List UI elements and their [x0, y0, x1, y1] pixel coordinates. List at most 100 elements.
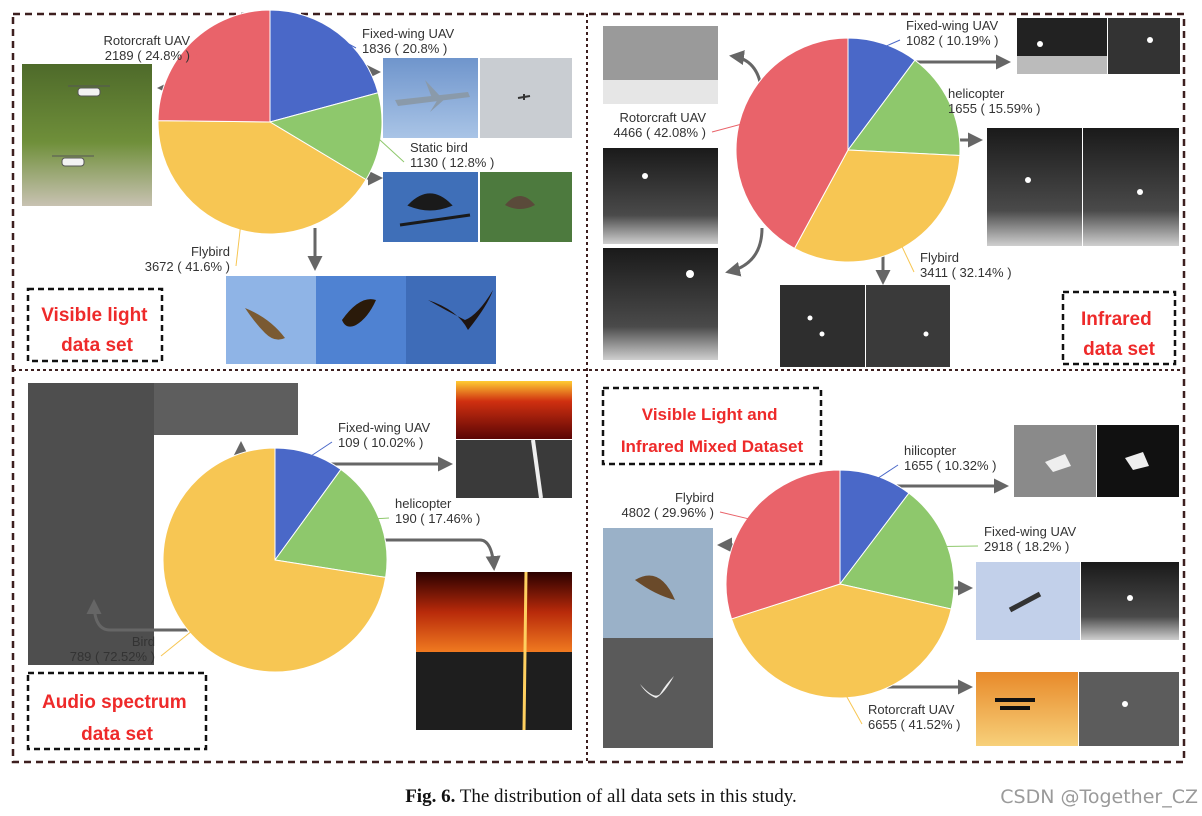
slice-value: 1082 ( 10.19% ) — [906, 33, 999, 48]
mixed-rotor-photo-2 — [1079, 672, 1179, 746]
mixed-panel — [603, 425, 1179, 748]
leader-line — [844, 693, 863, 725]
leader-line — [874, 464, 899, 481]
pie-slice-fixed-wing-uav — [839, 492, 955, 610]
pie-slice-hilicopter — [839, 469, 910, 586]
slice-name: Fixed-wing UAV — [338, 420, 431, 435]
figure-canvas: Fixed-wing UAV 1836 ( 20.8% )Static bird 1… — [11, 9, 1186, 764]
leader-line — [881, 39, 901, 49]
slice-name: Rotorcraft UAV — [104, 33, 191, 48]
svg-text:Audio spectrum data set: Audio spectrum data set — [42, 692, 192, 745]
visible-light-label-box — [26, 287, 164, 363]
flybird-icon-1 — [245, 308, 285, 340]
mixed-label-line1: Visible Light and — [642, 405, 778, 424]
audio-panel — [28, 381, 572, 731]
flybird-photo-1 — [226, 276, 316, 364]
ir-flybird-2 — [866, 285, 950, 367]
pie-slice-fixed-wing-uav — [269, 9, 379, 123]
slice-label: Bird 789 ( 72.52% ) — [70, 634, 155, 664]
pie-chart-4: hilicopter 1655 ( 10.32% ) Fixed-wing UAV 2… — [621, 443, 1076, 732]
mixed-flybird-ir-photo — [603, 638, 713, 748]
slice-value: 3672 ( 41.6% ) — [145, 259, 230, 274]
slice-name: Flybird — [675, 490, 714, 505]
audio-label-box — [26, 671, 208, 751]
visible-light-label-line1: Visible light — [41, 305, 148, 326]
flybird-icon-3 — [428, 290, 493, 330]
audio-bw-spectrogram-2 — [416, 652, 572, 730]
leader-line — [711, 123, 744, 133]
svg-text:Visible light data set: Visible light data set — [41, 305, 153, 356]
figure-number: Fig. 6. — [405, 786, 456, 807]
svg-text:Infrared data set: Infrared data set — [1081, 309, 1157, 360]
slice-label: helicopter 1655 ( 15.59% ) — [948, 86, 1041, 116]
visible-light-label-line2: data set — [61, 335, 133, 356]
slice-value: 2918 ( 18.2% ) — [984, 539, 1069, 554]
leader-line — [719, 511, 752, 521]
svg-text:Visible Light and Infrared: Visible Light and Infrared Mixed Dataset — [621, 405, 804, 456]
leader-line — [376, 136, 405, 163]
slice-name: helicopter — [948, 86, 1005, 101]
slice-value: 789 ( 72.52% ) — [70, 649, 155, 664]
slice-value: 4802 ( 29.96% ) — [621, 505, 714, 520]
pie-charts: Fixed-wing UAV 1836 ( 20.8% )Static bird 1… — [70, 9, 1077, 732]
slice-name: Flybird — [920, 250, 959, 265]
slice-name: Fixed-wing UAV — [984, 524, 1077, 539]
slice-label: Rotorcraft UAV 4466 ( 42.08% ) — [613, 110, 706, 140]
pie-slice-fixed-wing-uav — [847, 37, 916, 152]
static-bird-icon-1 — [399, 193, 471, 227]
slice-label: Static bird 1130 ( 12.8% ) — [410, 140, 494, 170]
audio-bw-spectrogram-1 — [456, 440, 572, 498]
slice-label: hilicopter 1655 ( 10.32% ) — [904, 443, 997, 473]
static-bird-icon-2 — [505, 196, 535, 209]
pie-slice-helicopter — [847, 59, 961, 157]
slice-name: Fixed-wing UAV — [362, 26, 455, 41]
leader-line — [374, 517, 390, 520]
leader-line — [900, 243, 915, 273]
slice-label: Flybird 4802 ( 29.96% ) — [621, 490, 714, 520]
dataset-label-boxes — [26, 287, 1177, 751]
slice-value: 3411 ( 32.14% ) — [920, 265, 1012, 280]
slice-label: Rotorcraft UAV 6655 ( 41.52% ) — [868, 702, 961, 732]
pie-chart-2: Fixed-wing UAV 1082 ( 10.19% )helicopter 1… — [613, 18, 1040, 280]
ir-photo-mid — [603, 148, 718, 244]
slice-name: Flybird — [191, 244, 230, 259]
pie-slice-flybird — [725, 469, 841, 620]
slice-value: 2189 ( 24.8% ) — [105, 48, 190, 63]
flybird-icon-2 — [342, 299, 376, 327]
leader-line — [193, 45, 197, 56]
leader-line — [941, 103, 946, 109]
visible-light-panel — [22, 58, 572, 364]
infrared-panel — [603, 18, 1180, 367]
mixed-label-line2: Infrared Mixed Dataset — [621, 437, 804, 456]
audio-gray-spectrogram — [28, 383, 154, 665]
slice-label: Fixed-wing UAV 1082 ( 10.19% ) — [906, 18, 999, 48]
slice-label: Fixed-wing UAV 1836 ( 20.8% ) — [362, 26, 455, 56]
slice-name: Rotorcraft UAV — [868, 702, 955, 717]
leader-line — [160, 629, 194, 657]
infrared-label-line1: Infrared — [1081, 309, 1152, 330]
pie-slice-rotorcraft-uav — [735, 37, 849, 250]
slice-label: Rotorcraft UAV 2189 ( 24.8% ) — [104, 33, 191, 63]
slice-value: 1655 ( 10.32% ) — [904, 458, 997, 473]
slice-value: 109 ( 10.02% ) — [338, 435, 423, 450]
slice-value: 1836 ( 20.8% ) — [362, 41, 447, 56]
plane-far-photo — [480, 58, 572, 138]
leader-line — [308, 441, 333, 459]
ir-photo-low — [603, 248, 718, 360]
slice-name: Fixed-wing UAV — [906, 18, 999, 33]
slice-name: Static bird — [410, 140, 468, 155]
flybird-photo-3 — [406, 276, 496, 364]
mixed-label-box — [601, 386, 823, 466]
slice-value: 4466 ( 42.08% ) — [613, 125, 706, 140]
infrared-label-line2: data set — [1083, 339, 1155, 360]
watermark: CSDN @Together_CZ — [1000, 786, 1198, 808]
slice-name: Bird — [132, 634, 155, 649]
slice-name: helicopter — [395, 496, 452, 511]
pie-slice-static-bird — [268, 92, 383, 181]
slice-value: 1130 ( 12.8% ) — [410, 155, 494, 170]
slice-label: Fixed-wing UAV 2918 ( 18.2% ) — [984, 524, 1077, 554]
leader-line — [235, 225, 242, 267]
pie-slice-rotorcraft-uav — [157, 9, 271, 123]
pie-slice-rotorcraft-uav — [730, 583, 952, 699]
slice-label: Fixed-wing UAV 109 ( 10.02% ) — [338, 420, 431, 450]
